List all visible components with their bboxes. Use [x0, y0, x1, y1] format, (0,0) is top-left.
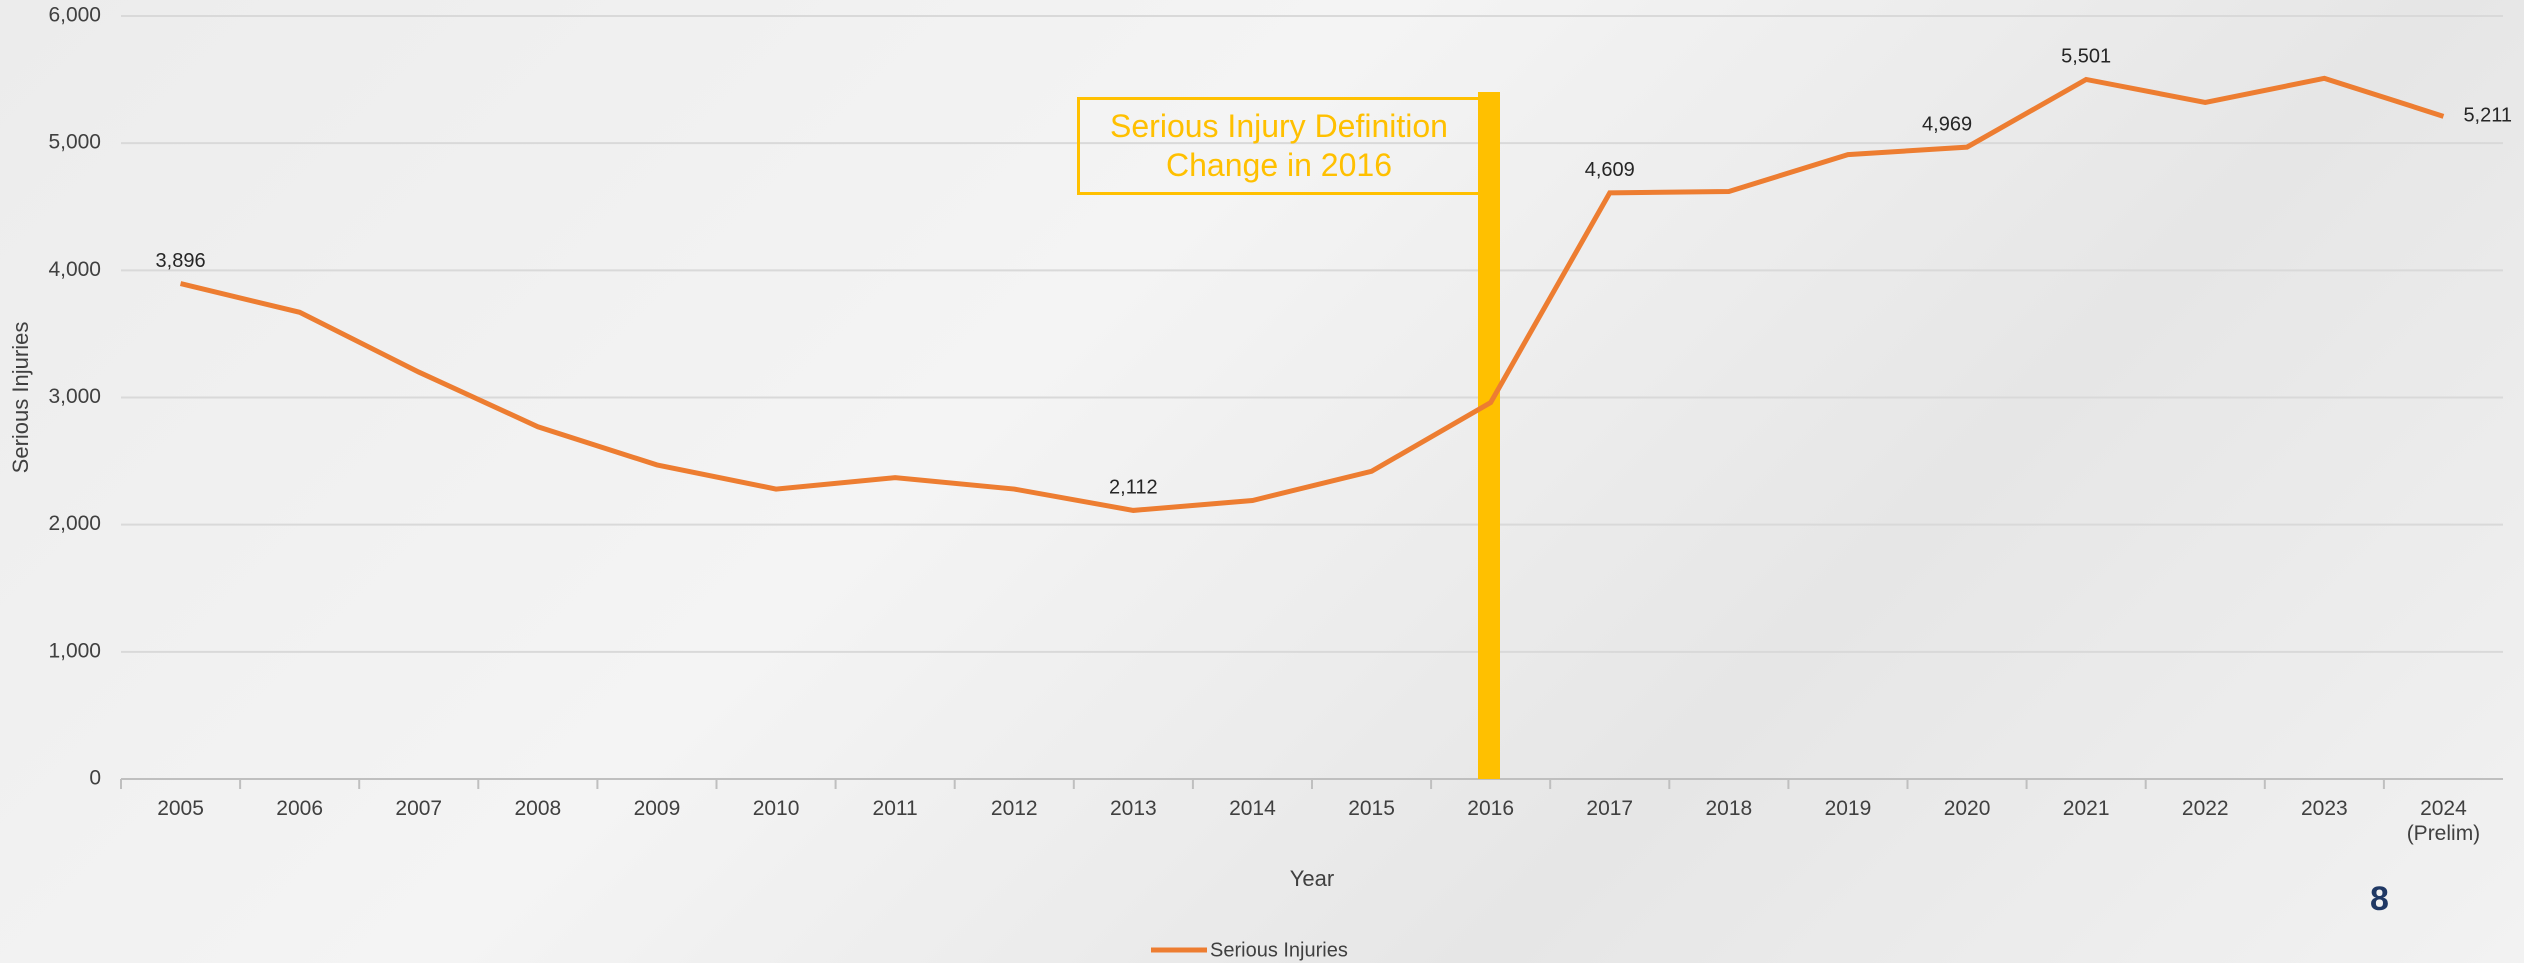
x-tick-label: 2006 [276, 797, 323, 820]
x-tick-label: 2011 [872, 797, 918, 820]
definition-change-marker [1478, 92, 1500, 779]
x-tick-label: 2007 [395, 797, 443, 820]
line [179, 75, 2445, 513]
data-label: 4,609 [1585, 159, 1635, 181]
x-tick-label: 2020 [1943, 797, 1991, 820]
y-tick-label: 4,000 [48, 258, 101, 281]
y-tick-label: 0 [89, 767, 101, 790]
annotation: Serious Injury Definition Change in 2016 [1077, 97, 1481, 195]
x-tick-label: 2022 [2181, 797, 2229, 820]
y-tick-label: 3,000 [48, 385, 101, 408]
x-tick-label: 2010 [752, 797, 800, 820]
x-tick-label: 2016 [1467, 797, 1514, 820]
x-tick-label: 2009 [633, 797, 681, 820]
y-axis-title: Serious Injuries [8, 322, 33, 474]
x-tick-label: 2024 (Prelim) [2406, 797, 2481, 845]
x-tick-label: 2012 [990, 797, 1038, 820]
x-tick-label: 2014 [1229, 797, 1276, 820]
x-tick-label: 2021 [2062, 797, 2110, 820]
x-tick-label: 2023 [2300, 797, 2348, 820]
data-label: 4,969 [1922, 113, 1972, 135]
x-axis-title: Year [1290, 866, 1334, 891]
data-label: 5,211 [2463, 105, 2512, 127]
x-tick-label: 2008 [514, 797, 562, 820]
x-tick-label: 2019 [1824, 797, 1872, 820]
y-tick-label: 1,000 [48, 639, 101, 662]
data-label: 3,896 [156, 250, 206, 272]
legend-label: Serious Injuries [1210, 939, 1348, 961]
x-tick-label: 2015 [1348, 797, 1395, 820]
x-tick-label: 2017 [1586, 797, 1634, 820]
y-tick-label: 6,000 [48, 4, 101, 27]
data-label: 5,501 [2061, 46, 2111, 68]
x-tick-label: 2013 [1109, 797, 1157, 820]
x-tick-label: 2005 [157, 797, 204, 820]
page-number: 8 [2370, 880, 2389, 918]
y-tick-label: 2,000 [48, 512, 101, 535]
x-tick-label: 2018 [1705, 797, 1753, 820]
data-label: 2,112 [1109, 477, 1158, 499]
y-tick-label: 5,000 [48, 131, 101, 154]
